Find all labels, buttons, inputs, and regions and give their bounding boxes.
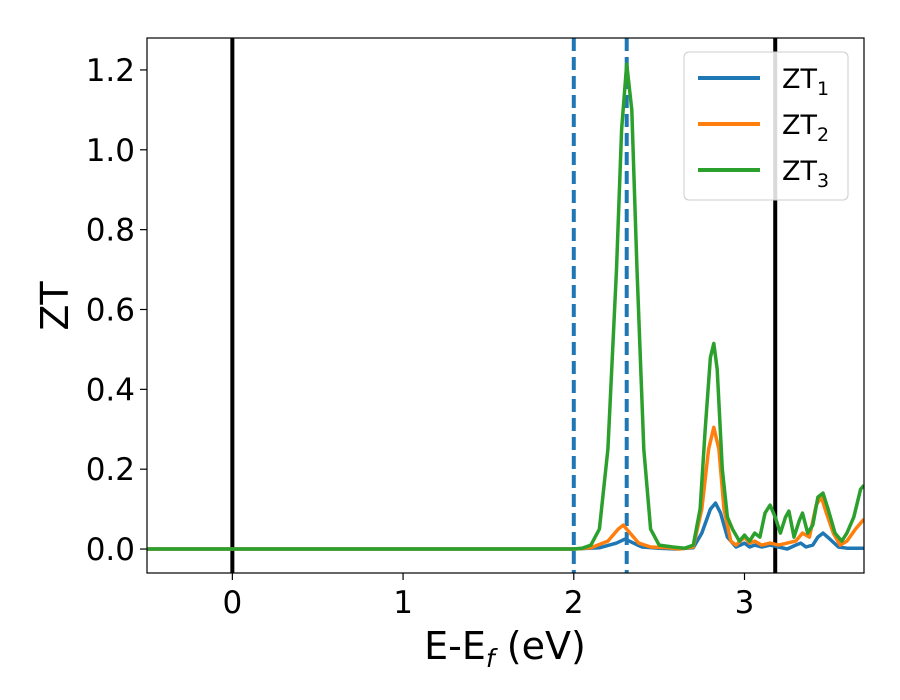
x-axis-label: E-Ef (eV) (424, 624, 586, 673)
series-line-3 (147, 62, 864, 551)
y-tick-label: 0.6 (86, 292, 135, 328)
legend-label-1: ZT1 (782, 64, 829, 100)
series-layer (147, 62, 864, 551)
x-tick-label: 2 (564, 585, 584, 621)
x-axis: 0 1 2 3 (222, 573, 754, 621)
legend-label-3: ZT3 (782, 156, 829, 192)
y-tick-label: 1.0 (86, 133, 135, 169)
y-axis-label: ZT (33, 281, 77, 331)
y-axis: 0.0 0.2 0.4 0.6 0.8 1.0 1.2 (86, 53, 147, 568)
x-tick-label: 1 (393, 585, 413, 621)
legend: ZT1 ZT2 ZT3 (683, 51, 849, 201)
series-line-2 (147, 425, 864, 551)
x-tick-label: 3 (735, 585, 755, 621)
legend-label-2: ZT2 (782, 110, 829, 146)
y-tick-label: 0.0 (86, 532, 135, 568)
y-tick-label: 0.8 (86, 213, 135, 249)
legend-box (683, 51, 849, 201)
y-tick-label: 0.2 (86, 452, 135, 488)
series-line-1 (147, 501, 864, 551)
y-tick-label: 1.2 (86, 53, 135, 89)
plot-frame (146, 37, 865, 574)
x-tick-label: 0 (222, 585, 242, 621)
y-tick-label: 0.4 (86, 372, 135, 408)
